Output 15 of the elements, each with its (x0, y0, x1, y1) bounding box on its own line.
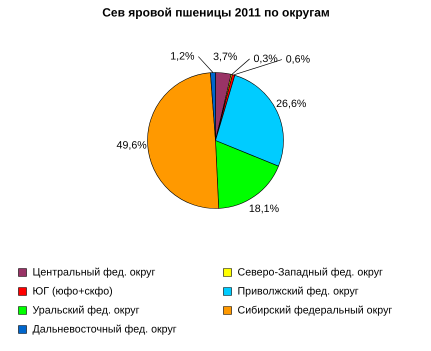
data-label: 49,6% (116, 140, 148, 152)
data-label: 0,3% (253, 52, 278, 65)
legend-label: Сибирский федеральный округ (238, 304, 392, 316)
legend-label: Дальневосточный фед. округ (32, 324, 177, 336)
legend-label: Приволжский фед. округ (238, 286, 359, 298)
legend-label: Северо-Западный фед. округ (238, 266, 384, 278)
data-label: 26,6% (276, 98, 307, 110)
data-label: 0,6% (286, 54, 311, 66)
data-label: 1,2% (170, 50, 196, 63)
legend-label: Уральский фед. округ (32, 304, 140, 316)
data-label: 18,1% (248, 203, 280, 216)
chart-title: Сев яровой пшеницы 2011 по округам (102, 6, 330, 20)
legend-label: Центральный фед. округ (32, 266, 156, 278)
data-label: 3,7% (213, 51, 238, 64)
legend-label: ЮГ (юфо+скфо) (32, 286, 113, 298)
